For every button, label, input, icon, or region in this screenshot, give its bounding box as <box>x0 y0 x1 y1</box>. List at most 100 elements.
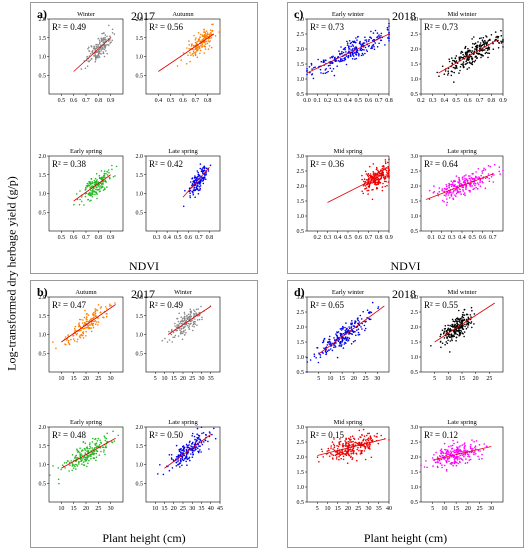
scatter-point <box>181 456 184 458</box>
scatter-point <box>363 178 366 180</box>
scatter-point <box>350 455 352 458</box>
scatter-point <box>74 463 76 466</box>
scatter-point <box>458 458 461 460</box>
scatter-point <box>323 337 326 340</box>
scatter-point <box>190 445 192 447</box>
y-tick-label: 2.0 <box>39 295 47 301</box>
scatter-point <box>447 339 449 342</box>
x-tick-label: 25 <box>95 376 101 382</box>
scatter-point <box>464 47 466 50</box>
scatter-point <box>431 457 434 459</box>
scatter-point <box>344 329 346 332</box>
scatter-point <box>197 193 200 195</box>
scatter-point <box>203 178 205 180</box>
scatter-point <box>472 188 474 191</box>
scatter-point <box>95 56 98 59</box>
scatter-point <box>467 453 469 456</box>
scatter-point <box>313 355 316 358</box>
scatter-point <box>350 323 352 326</box>
scatter-point <box>453 71 455 74</box>
scatter-point <box>488 177 490 180</box>
regression-line <box>317 438 385 456</box>
scatter-point <box>374 29 377 32</box>
x-tick-label: 0.3 <box>448 235 456 241</box>
scatter-point <box>453 320 456 323</box>
scatter-point <box>306 70 308 72</box>
x-tick-label: 15 <box>335 506 341 512</box>
x-tick-label: 0.7 <box>82 98 90 104</box>
scatter-point <box>179 321 182 323</box>
scatter-point <box>320 448 323 451</box>
scatter-point <box>477 449 480 452</box>
scatter-point <box>441 466 443 469</box>
y-axis-label: Log-transformed dry herbage yield (g/p) <box>4 176 19 371</box>
scatter-point <box>495 36 497 38</box>
r-squared-label: R² = 0.56 <box>149 22 184 32</box>
scatter-point <box>194 318 196 320</box>
scatter-point <box>97 324 99 326</box>
scatter-points <box>361 158 390 201</box>
scatter-point <box>72 338 75 340</box>
scatter-point <box>355 46 358 49</box>
scatter-point <box>450 338 453 340</box>
scatter-point <box>194 51 196 54</box>
scatter-point <box>188 48 190 50</box>
scatter-point <box>82 319 84 321</box>
scatter-point <box>464 325 466 328</box>
scatter-point <box>368 312 370 314</box>
scatter-point <box>478 458 480 460</box>
scatter-point <box>445 452 447 455</box>
scatter-point <box>348 333 350 335</box>
scatter-point <box>340 451 343 454</box>
scatter-point <box>471 61 473 64</box>
scatter-point <box>462 451 464 453</box>
scatter-point <box>469 178 472 180</box>
scatter-point <box>89 182 91 185</box>
scatter-point <box>460 193 462 195</box>
scatter-point <box>341 51 343 53</box>
scatter-point <box>200 40 202 43</box>
scatter-point <box>352 440 354 443</box>
scatter-point <box>181 458 184 461</box>
scatter-point <box>446 450 448 453</box>
scatter-point <box>70 338 72 341</box>
scatter-point <box>187 445 189 447</box>
scatter-point <box>93 179 96 182</box>
scatter-point <box>103 451 105 453</box>
scatter-point <box>107 169 110 171</box>
scatter-point <box>469 189 471 192</box>
y-tick-label: 0.5 <box>136 210 144 216</box>
scatter-point <box>464 453 467 456</box>
scatter-point <box>104 446 106 449</box>
scatter-point <box>205 30 208 32</box>
scatter-point <box>102 316 104 319</box>
scatter-point <box>476 57 478 60</box>
scatter-point <box>196 439 198 442</box>
scatter-point <box>451 62 453 64</box>
scatter-point <box>177 455 180 457</box>
scatter-point <box>189 317 192 319</box>
scatter-point <box>95 57 97 60</box>
scatter-point <box>204 31 207 34</box>
scatter-point <box>445 204 448 206</box>
scatter-point <box>77 338 79 341</box>
scatter-point <box>91 192 93 194</box>
scatter-point <box>200 33 202 36</box>
scatter-point <box>378 182 381 184</box>
scatter-point <box>351 49 354 51</box>
scatter-point <box>98 42 101 45</box>
scatter-point <box>448 454 451 456</box>
x-tick-label: 0.5 <box>174 235 182 241</box>
scatter-point <box>193 435 196 438</box>
plot-frame <box>420 18 504 95</box>
scatter-point <box>454 64 457 67</box>
scatter-point <box>188 44 190 46</box>
scatter-point <box>175 456 178 458</box>
scatter-point <box>107 43 109 46</box>
scatter-point <box>195 37 197 39</box>
scatter-point <box>171 341 174 343</box>
scatter-point <box>348 448 350 451</box>
scatter-point <box>104 436 106 439</box>
scatter-point <box>345 63 348 66</box>
scatter-point <box>440 448 443 450</box>
